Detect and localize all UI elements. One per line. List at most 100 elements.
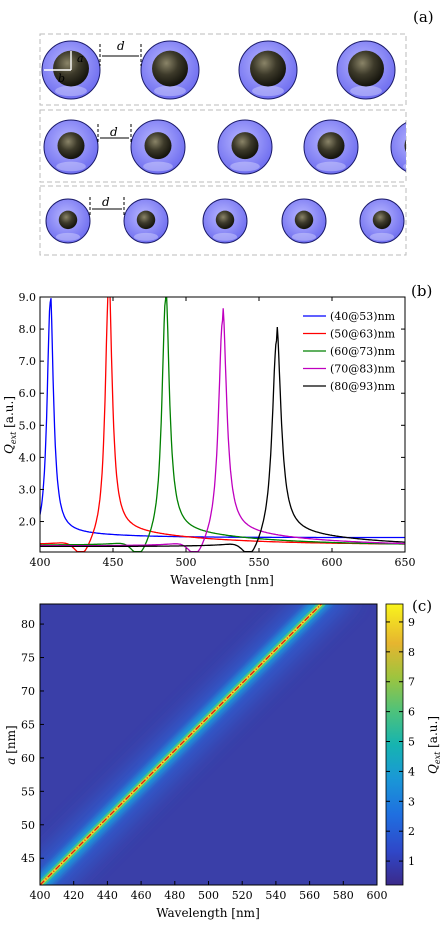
b-ytick-label: 7.0 (19, 355, 37, 368)
core (404, 139, 406, 152)
c-xtick-label: 460 (131, 889, 152, 902)
panel-b-label: (b) (411, 282, 432, 300)
c-xtick-label: 600 (367, 889, 388, 902)
nanoparticle-r3-2 (123, 198, 169, 244)
nanoparticle-r3-3 (202, 198, 248, 244)
b-ytick-label: 5.0 (19, 419, 37, 432)
b-xtick-label: 450 (103, 556, 124, 569)
colorbar (385, 603, 404, 886)
core (372, 210, 392, 230)
shell-highlight (212, 232, 238, 241)
colorbar-tick-label: 8 (408, 646, 415, 659)
colorbar-tick-label: 5 (408, 736, 415, 749)
row-frame-3 (39, 185, 407, 256)
panel-a-dimensions: d d d a b (44, 39, 142, 216)
core (348, 50, 384, 87)
dim-b-label: b (58, 72, 65, 85)
b-ytick-label: 4.0 (19, 451, 37, 464)
nanoparticle-r1-4 (336, 40, 396, 100)
shell-highlight (55, 232, 81, 241)
nanoparticle-r2-5 (390, 122, 406, 172)
shell-highlight (154, 85, 186, 97)
panel-a-label: (a) (413, 8, 434, 26)
c-ytick-label: 45 (21, 852, 35, 865)
shell-highlight (291, 232, 317, 241)
dim-a-label: a (77, 52, 84, 65)
legend-label-4: (70@83)nm (330, 363, 396, 376)
c-xtick-label: 520 (232, 889, 253, 902)
nanoparticle-r1-1 (41, 40, 101, 100)
b-xtick-label: 650 (395, 556, 416, 569)
c-xtick-label: 420 (63, 889, 84, 902)
panel-b-x-axis-label: Wavelength [nm] (170, 573, 274, 587)
core (144, 132, 172, 160)
colorbar-tick-label: 4 (408, 765, 415, 778)
b-xtick-label: 400 (30, 556, 51, 569)
core (58, 210, 78, 230)
panel-c-y-axis-label: a [nm] (4, 725, 18, 764)
shell-highlight (403, 163, 406, 170)
panel-b-series-lines (40, 297, 405, 552)
nanoparticle-r1-2 (140, 40, 200, 100)
panel-c-heatmap: (c) 400 420 440 460 480 500 520 540 560 580 600 45… (4, 597, 442, 920)
colorbar-label: Qext [a.u.] (426, 716, 442, 774)
colorbar-tick-label: 1 (408, 855, 415, 868)
nanoparticle-r3-4 (281, 198, 327, 244)
b-xtick-label: 600 (322, 556, 343, 569)
c-ytick-label: 60 (21, 752, 35, 765)
panel-b-line-chart: (b) 400 450 500 550 600 650 2.0 3.0 4.0 5.0 6.0 7.… (2, 282, 432, 587)
b-xtick-label: 550 (249, 556, 270, 569)
c-xtick-label: 500 (198, 889, 219, 902)
panel-b-frame (39, 296, 406, 553)
shell-highlight (56, 161, 86, 172)
dim-d-label-row3: d (102, 195, 110, 209)
shell-highlight (350, 85, 382, 97)
core (152, 50, 188, 87)
core (136, 210, 156, 230)
panel-c-x-ticks: 400 420 440 460 480 500 520 540 560 580 600 (30, 881, 388, 902)
panel-a-illustration: (a) d d d a b (39, 8, 434, 256)
b-ytick-label: 2.0 (19, 516, 37, 529)
nanoparticle-r2-4 (303, 119, 359, 175)
legend-label-2: (50@63)nm (330, 328, 396, 341)
core (250, 50, 286, 87)
panel-c-y-ticks: 45 50 55 60 65 70 75 80 (21, 618, 44, 865)
legend-label-1: (40@53)nm (330, 310, 396, 323)
dim-d-label-row2: d (110, 125, 118, 139)
c-ytick-label: 65 (21, 718, 35, 731)
legend-label-3: (60@73)nm (330, 345, 396, 358)
b-ytick-label: 3.0 (19, 483, 37, 496)
colorbar-tick-label: 7 (408, 676, 415, 689)
core (231, 132, 259, 160)
core (317, 132, 345, 160)
b-ytick-label: 8.0 (19, 323, 37, 336)
panel-c-x-axis-label: Wavelength [nm] (156, 906, 260, 920)
shell-highlight (252, 85, 284, 97)
panel-b-y-axis-label: Qext [a.u.] (2, 396, 18, 454)
c-xtick-label: 400 (30, 889, 51, 902)
nanoparticle-r2-1 (43, 119, 99, 175)
shell (390, 122, 406, 172)
nanoparticle-r3-5 (359, 198, 405, 244)
legend-label-5: (80@93)nm (330, 380, 396, 393)
c-xtick-label: 560 (299, 889, 320, 902)
nanoparticle-r2-3 (217, 119, 273, 175)
c-ytick-label: 50 (21, 819, 35, 832)
nanoparticle-r2-2 (130, 119, 186, 175)
c-xtick-label: 480 (164, 889, 185, 902)
panel-c-heatmap-field (40, 604, 377, 885)
core (215, 210, 235, 230)
row-frame-1 (39, 33, 407, 106)
shell-highlight (55, 85, 87, 97)
c-ytick-label: 55 (21, 785, 35, 798)
core (57, 132, 85, 160)
panel-a-spheres (41, 40, 406, 244)
colorbar-tick-label: 6 (408, 706, 415, 719)
b-ytick-label: 6.0 (19, 387, 37, 400)
panel-b-legend: (40@53)nm (50@63)nm (60@73)nm (70@83)nm (80@… (303, 310, 396, 393)
panel-b-y-ticks: 2.0 3.0 4.0 5.0 6.0 7.0 8.0 9.0 (19, 291, 405, 529)
colorbar-tick-label: 9 (408, 616, 415, 629)
colorbar-tick-label: 2 (408, 825, 415, 838)
nanoparticle-r1-3 (238, 40, 298, 100)
